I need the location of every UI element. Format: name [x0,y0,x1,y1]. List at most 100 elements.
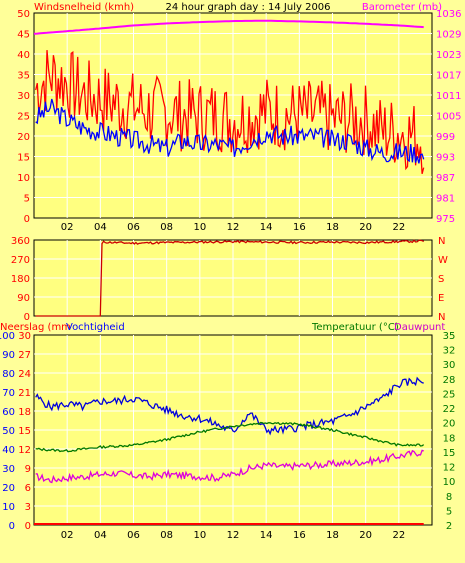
x-tick-label: 16 [293,222,306,233]
temperature-tick-label: 10 [443,477,456,488]
barometer-tick-label: 993 [436,153,455,164]
x-tick-label: 02 [61,530,74,541]
wind-tick-label: 25 [17,112,30,123]
x-tick-label: 18 [326,530,339,541]
wind-tick-label: 10 [17,173,30,184]
humidity-tick-label: 0 [9,521,15,532]
compass-tick-label: S [438,274,444,285]
humidity-tick-label: 60 [2,407,15,418]
barometer-tick-label: 1005 [436,112,461,123]
humidity-axis-title: Vochtigheid [66,322,125,333]
humidity-tick-label: 90 [2,350,15,361]
compass-tick-label: E [438,293,444,304]
temperature-tick-label: 12 [443,463,456,474]
x-tick-label: 18 [326,222,339,233]
humidity-line [35,421,425,453]
temperature-tick-label: 8 [446,492,452,503]
humidity-tick-label: 30 [2,464,15,475]
rain-tick-label: 6 [25,483,31,494]
compass-tick-label: W [438,255,448,266]
barometer-tick-label: 1017 [436,71,461,82]
compass-tick-label: N [438,236,445,247]
barometer-tick-label: 987 [436,173,455,184]
rain-tick-label: 27 [18,350,31,361]
barometer-tick-label: 1036 [436,9,461,20]
x-tick-label: 14 [260,530,273,541]
x-tick-label: 08 [160,222,173,233]
wind-direction-line [35,239,425,317]
direction-tick-label: 180 [11,274,30,285]
barometer-axis-title: Barometer (mb) [362,2,442,13]
wind-tick-label: 40 [17,50,30,61]
rain-tick-label: 30 [18,331,31,342]
rain-tick-label: 21 [18,388,31,399]
humidity-tick-label: 80 [2,369,15,380]
x-tick-label: 22 [392,530,405,541]
x-tick-label: 04 [94,222,107,233]
direction-tick-label: 0 [24,312,30,323]
rain-tick-label: 18 [18,407,31,418]
temperature-tick-label: 22 [443,404,456,415]
x-tick-label: 06 [127,530,140,541]
rain-tick-label: 3 [25,502,31,513]
wind-axis-title: Windsnelheid (kmh) [34,2,134,13]
x-tick-label: 04 [94,530,107,541]
humidity-tick-label: 40 [2,445,15,456]
dewpoint-axis-title: Dauwpunt [394,322,445,333]
wind-tick-label: 30 [17,91,30,102]
x-tick-label: 22 [392,222,405,233]
rain-tick-label: 15 [18,426,31,437]
x-tick-label: 08 [160,530,173,541]
wind-tick-label: 50 [17,9,30,20]
direction-tick-label: 270 [11,255,30,266]
barometer-tick-label: 975 [436,214,455,225]
graph-title: 24 hour graph day : 14 July 2006 [165,2,330,13]
wind-tick-label: 35 [17,71,30,82]
dewpoint-line [35,449,424,484]
barometer-tick-label: 981 [436,194,455,205]
x-tick-label: 06 [127,222,140,233]
temperature-axis-title: Temperatuur (°C) [311,322,399,333]
x-tick-label: 12 [227,222,240,233]
temperature-tick-label: 25 [443,389,456,400]
temperature-tick-label: 32 [443,346,456,357]
temperature-tick-label: 2 [446,521,452,532]
temperature-tick-label: 20 [443,419,456,430]
x-tick-label: 16 [293,530,306,541]
temperature-tick-label: 18 [443,433,456,444]
barometer-line [33,19,424,35]
x-tick-label: 12 [227,530,240,541]
humidity-tick-label: 20 [2,483,15,494]
wind-tick-label: 0 [24,214,30,225]
barometer-tick-label: 1011 [436,91,461,102]
rain-axis-title: Neerslag (mm [0,322,71,333]
wind-tick-label: 45 [17,30,30,41]
rain-tick-label: 0 [25,521,31,532]
direction-tick-label: 90 [17,293,30,304]
x-tick-label: 10 [193,222,206,233]
rain-tick-label: 9 [25,464,31,475]
wind-tick-label: 5 [24,194,30,205]
barometer-tick-label: 1029 [436,30,461,41]
temperature-tick-label: 15 [443,448,456,459]
humidity-tick-label: 50 [2,426,15,437]
x-tick-label: 10 [193,530,206,541]
wind-gust-line [35,98,425,164]
temperature-tick-label: 35 [443,331,456,342]
temperature-tick-label: 30 [443,360,456,371]
barometer-tick-label: 1023 [436,50,461,61]
x-tick-label: 20 [359,530,372,541]
x-tick-label: 20 [359,222,372,233]
direction-tick-label: 360 [11,236,30,247]
temperature-line [35,376,424,436]
humidity-tick-label: 100 [0,331,15,342]
wind-tick-label: 20 [17,132,30,143]
barometer-tick-label: 999 [436,132,455,143]
temperature-tick-label: 28 [443,375,456,386]
humidity-tick-label: 70 [2,388,15,399]
wind-tick-label: 15 [17,153,30,164]
humidity-tick-label: 10 [2,502,15,513]
compass-tick-label: N [438,312,445,323]
x-tick-label: 14 [260,222,273,233]
